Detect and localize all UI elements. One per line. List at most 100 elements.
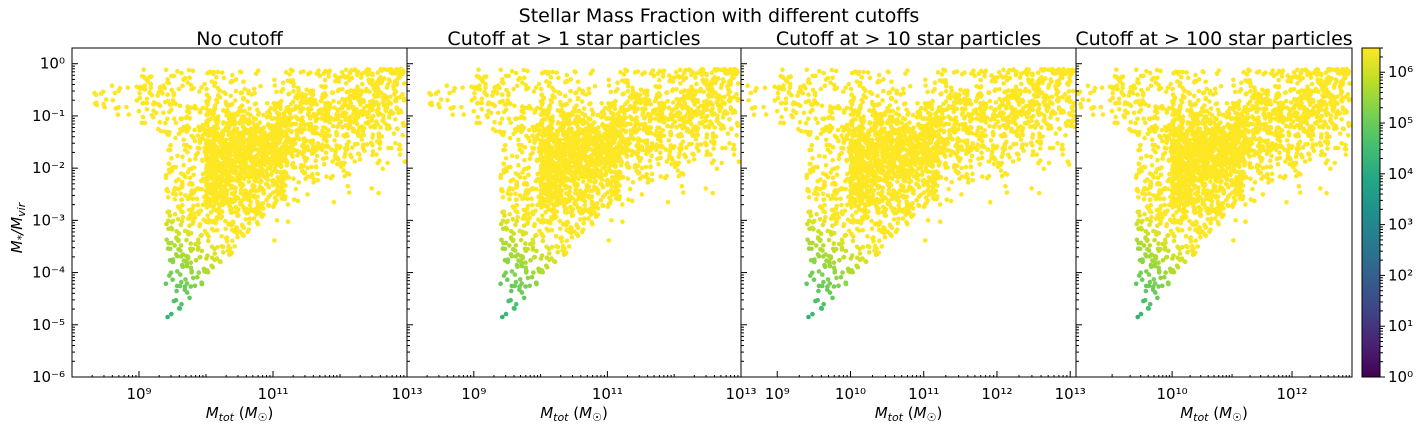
data-point [271,178,276,183]
data-point [190,221,195,226]
data-point [341,133,347,138]
data-point [546,105,552,111]
data-point [599,101,604,106]
data-point [242,194,247,200]
data-point [566,128,571,133]
data-point [285,219,291,224]
data-point [510,216,516,222]
data-point [513,222,518,228]
data-point [540,217,546,223]
data-point [323,114,328,119]
data-point [321,125,326,130]
data-point [230,79,235,84]
data-point [301,69,306,74]
data-point [634,151,639,157]
data-point [605,154,611,160]
y-tick-label: 10⁻¹ [32,107,65,125]
data-point [142,120,148,126]
data-point [613,98,618,104]
data-point [171,116,177,121]
data-point [706,123,711,128]
data-point [562,148,567,153]
data-point [503,311,509,317]
data-point [204,86,209,92]
data-point [236,176,241,181]
data-point [709,160,715,166]
data-point [299,91,305,97]
data-point [279,184,284,189]
data-point [397,94,403,100]
data-point [272,83,278,88]
data-point [215,93,221,98]
data-point [112,90,118,96]
data-point [714,118,720,123]
data-point [586,147,591,152]
y-tick-label: 10⁻⁵ [32,316,65,334]
data-point [717,107,722,112]
data-point [366,79,372,85]
data-point [530,209,536,215]
data-point [388,108,394,114]
data-point [608,142,613,148]
data-point [649,177,655,183]
data-point [732,109,738,115]
data-point [169,240,174,246]
data-point [361,132,367,138]
data-point [237,69,243,74]
data-point [558,182,563,188]
data-point [261,112,266,118]
data-point [336,100,342,105]
data-point [295,85,301,90]
data-point [536,81,542,87]
data-point [627,165,632,170]
data-point [237,131,243,137]
data-point [435,89,441,95]
data-point [620,115,625,121]
data-point [334,143,339,148]
data-point [240,141,246,147]
data-point [620,175,625,180]
data-point [648,71,654,76]
data-point [509,269,515,274]
data-point [316,108,322,113]
data-point [188,260,194,266]
data-point [514,83,520,88]
data-point [523,82,528,88]
data-point [352,159,358,164]
data-point [542,116,548,122]
data-point [552,139,557,144]
data-point [626,197,631,202]
data-point [372,93,378,99]
data-point [502,213,507,218]
data-point [647,158,653,163]
data-point [156,102,161,107]
data-point [484,113,490,118]
data-point [525,275,531,281]
data-point [183,193,188,198]
data-point [548,97,554,103]
data-point [590,111,596,116]
data-point [606,77,612,83]
data-point [187,175,193,181]
data-point [617,196,622,202]
data-point [519,114,524,120]
data-point [522,207,528,213]
data-point [615,80,620,85]
data-point [237,106,243,112]
data-point [352,67,358,72]
data-point [600,110,605,116]
data-point [265,182,270,187]
data-point [330,90,336,95]
data-point [722,69,728,75]
data-point [214,197,220,203]
data-point [264,115,270,120]
data-point [370,149,376,154]
data-point [274,218,280,223]
data-point [721,125,727,131]
data-point [534,248,539,254]
data-point [657,77,662,83]
data-point [166,209,172,214]
data-point [555,143,560,148]
data-point [382,97,387,103]
data-point [510,247,516,252]
